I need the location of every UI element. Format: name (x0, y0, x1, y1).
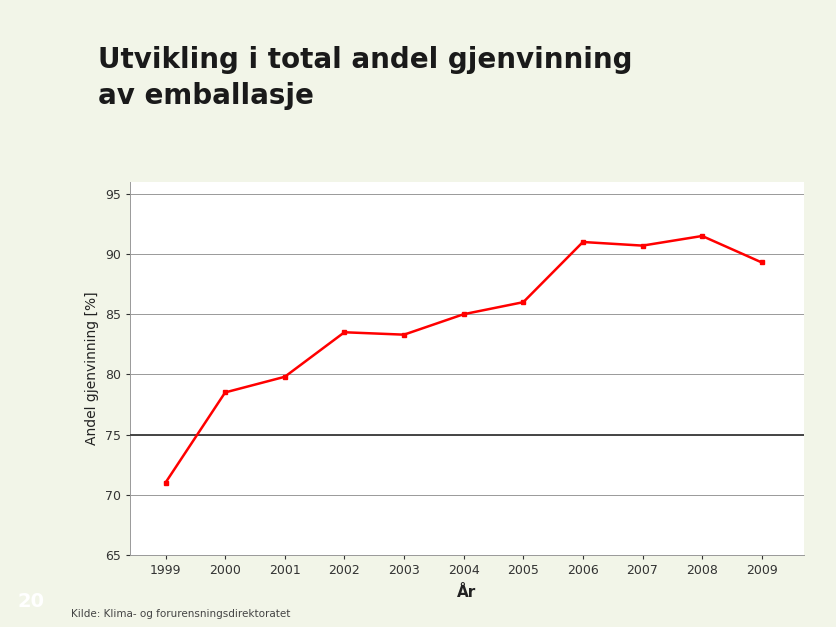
Y-axis label: Andel gjenvinning [%]: Andel gjenvinning [%] (85, 292, 99, 445)
X-axis label: År: År (456, 585, 476, 600)
Text: Kilde: Klima- og forurensningsdirektoratet: Kilde: Klima- og forurensningsdirektorat… (71, 609, 290, 619)
Text: Utvikling i total andel gjenvinning
av emballasje: Utvikling i total andel gjenvinning av e… (98, 46, 631, 110)
Text: 20: 20 (18, 593, 45, 611)
